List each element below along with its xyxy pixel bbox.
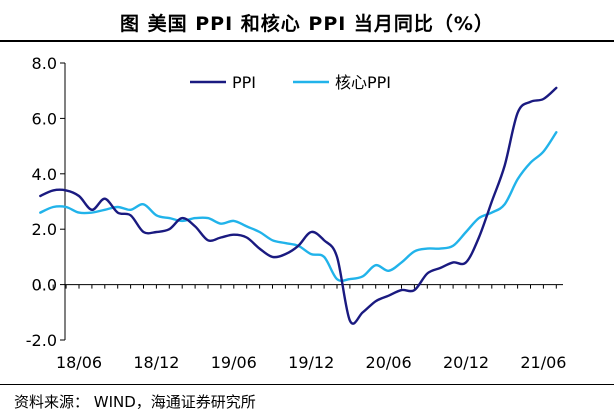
x-tick-label: 19/06 (211, 353, 257, 372)
title-bar: 图 美国 PPI 和核心 PPI 当月同比（%） (0, 0, 614, 42)
x-tick-label: 20/06 (366, 353, 412, 372)
x-tick-label: 19/12 (288, 353, 334, 372)
y-tick-label: 8.0 (32, 54, 57, 73)
legend-core-ppi-label: 核心PPI (335, 73, 391, 92)
x-tick-label: 18/06 (56, 353, 102, 372)
legend-ppi-label: PPI (232, 73, 256, 92)
y-tick-label: 0.0 (32, 276, 57, 295)
core-ppi-series-line (39, 131, 558, 283)
x-tick-label: 18/12 (133, 353, 179, 372)
x-tick-label: 20/12 (443, 353, 489, 372)
source-note: 资料来源： WIND，海通证券研究所 (14, 393, 256, 411)
y-tick-label: 4.0 (32, 165, 57, 184)
x-tick-label: 21/06 (520, 353, 566, 372)
ppi-line-chart: -2.0 0.0 2.0 4.0 6.0 8.0 18/06 18/12 19/06 19/12 2… (26, 54, 567, 372)
y-tick-label: 2.0 (32, 220, 57, 239)
y-tick-label: -2.0 (26, 331, 57, 350)
chart-title: 图 美国 PPI 和核心 PPI 当月同比（%） (120, 13, 494, 35)
ppi-series-line (39, 86, 558, 325)
source-bar: 资料来源： WIND，海通证券研究所 (0, 384, 614, 416)
y-tick-label: 6.0 (32, 109, 57, 128)
